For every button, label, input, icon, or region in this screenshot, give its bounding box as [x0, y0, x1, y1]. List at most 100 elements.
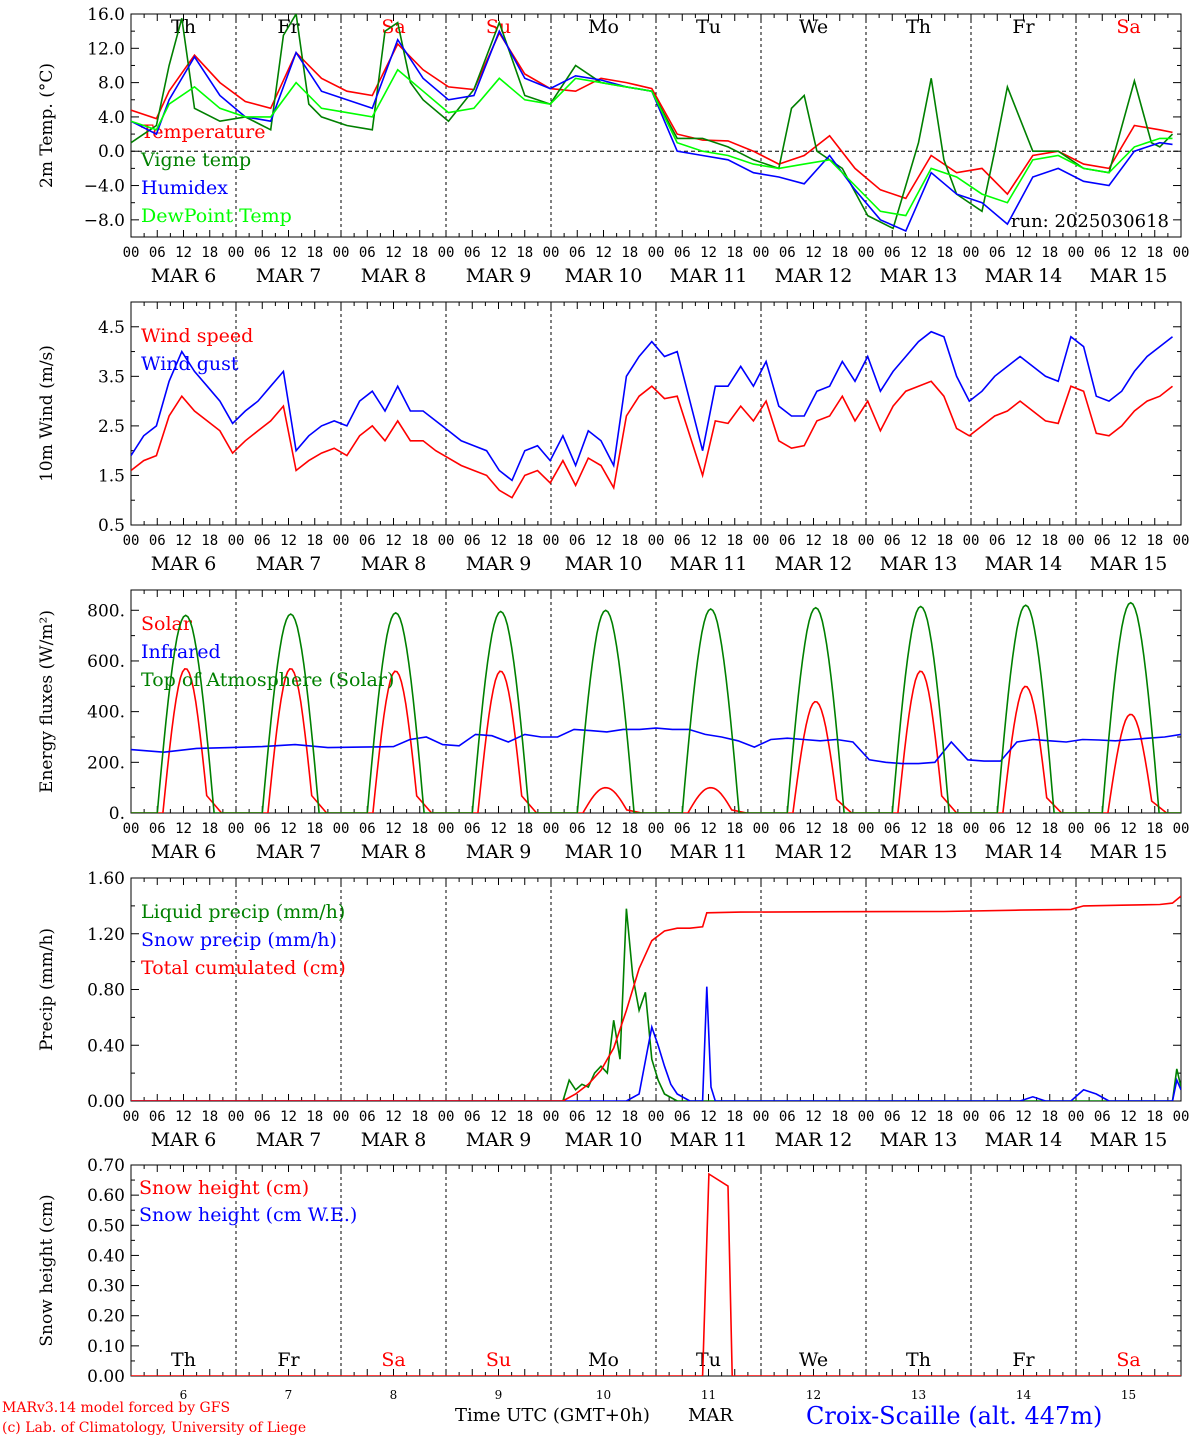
date-label: MAR 11 [670, 841, 748, 863]
hour-tick-label: 12 [490, 1109, 507, 1125]
hour-tick-label: 06 [254, 245, 271, 261]
date-label: MAR 9 [466, 265, 532, 287]
y-tick-label: 4.5 [98, 318, 125, 338]
hour-tick-label: 06 [569, 1109, 586, 1125]
legend-entry: Vigne temp [140, 149, 251, 171]
day-of-week-label: Su [486, 16, 511, 38]
hour-tick-label: 12 [595, 533, 612, 549]
date-label: MAR 8 [361, 265, 427, 287]
y-tick-label: 0.0 [98, 142, 125, 162]
hour-tick-label: 18 [201, 1109, 218, 1125]
legend-entry: Wind gust [141, 353, 239, 375]
y-tick-label: 0.10 [87, 1337, 125, 1357]
hour-tick-label: 12 [910, 1109, 927, 1125]
hour-tick-label: 12 [490, 245, 507, 261]
hour-tick-label: 18 [621, 533, 638, 549]
y-tick-label: 1.5 [98, 466, 125, 486]
hour-tick-label: 12 [490, 533, 507, 549]
legend-entry: Snow height (cm W.E.) [139, 1204, 357, 1226]
hour-tick-label: 00 [333, 533, 350, 549]
legend-entry: Snow height (cm) [139, 1177, 309, 1199]
date-label: MAR 6 [151, 1129, 217, 1151]
date-label: MAR 13 [880, 265, 958, 287]
hour-tick-label: 18 [1146, 533, 1163, 549]
hour-tick-label: 06 [1094, 533, 1111, 549]
hour-tick-label: 18 [516, 245, 533, 261]
hour-tick-label: 00 [858, 1109, 875, 1125]
series-line-2-0 [131, 667, 1181, 813]
date-label: MAR 9 [466, 1129, 532, 1151]
y-tick-label: 0.40 [87, 1036, 125, 1056]
x-axis-month: MAR [688, 1405, 733, 1426]
hour-tick-label: 18 [306, 821, 323, 837]
hour-tick-label: 00 [753, 1109, 770, 1125]
y-tick-label: −4.0 [84, 177, 125, 197]
hour-tick-label: 06 [464, 821, 481, 837]
date-label: MAR 12 [775, 265, 853, 287]
day-number-label: 14 [1016, 1388, 1032, 1402]
date-label: MAR 14 [985, 553, 1063, 575]
series-line-3-1 [131, 986, 1181, 1101]
hour-tick-label: 18 [726, 533, 743, 549]
hour-tick-label: 00 [1173, 821, 1190, 837]
y-tick-label: 8.0 [98, 74, 125, 94]
hour-tick-label: 00 [333, 245, 350, 261]
hour-tick-label: 18 [306, 1109, 323, 1125]
hour-tick-label: 06 [359, 533, 376, 549]
hour-tick-label: 06 [674, 1109, 691, 1125]
series-line-3-2 [131, 895, 1181, 1101]
y-tick-label: 2.5 [98, 417, 125, 437]
hour-tick-label: 06 [254, 821, 271, 837]
hour-tick-label: 00 [1173, 245, 1190, 261]
hour-tick-label: 12 [1120, 821, 1137, 837]
hour-tick-label: 18 [936, 245, 953, 261]
y-tick-label: 0. [109, 804, 125, 824]
y-tick-label: 0.30 [87, 1277, 125, 1297]
hour-tick-label: 12 [805, 245, 822, 261]
hour-tick-label: 12 [700, 1109, 717, 1125]
hour-tick-label: 00 [333, 821, 350, 837]
legend-entry: Snow precip (mm/h) [141, 929, 337, 951]
day-number-label: 7 [285, 1388, 293, 1402]
hour-tick-label: 00 [1068, 533, 1085, 549]
series-line-4-0 [131, 1172, 1181, 1376]
hour-tick-label: 12 [280, 533, 297, 549]
date-label: MAR 8 [361, 553, 427, 575]
hour-tick-label: 18 [831, 533, 848, 549]
date-label: MAR 15 [1090, 841, 1168, 863]
hour-tick-label: 00 [438, 821, 455, 837]
hour-tick-label: 12 [910, 821, 927, 837]
hour-tick-label: 18 [831, 1109, 848, 1125]
day-of-week-label: Fr [1012, 1349, 1035, 1371]
hour-tick-label: 06 [1094, 245, 1111, 261]
legend-entry: DewPoint Temp [141, 205, 292, 227]
hour-tick-label: 18 [306, 533, 323, 549]
hour-tick-label: 12 [595, 1109, 612, 1125]
day-of-week-label: Sa [1116, 16, 1140, 38]
hour-tick-label: 18 [621, 245, 638, 261]
hour-tick-label: 12 [910, 245, 927, 261]
date-label: MAR 14 [985, 1129, 1063, 1151]
legend-entry: Liquid precip (mm/h) [141, 901, 345, 923]
series-line-0-0 [131, 31, 1173, 200]
y-axis-label: 2m Temp. (°C) [37, 63, 57, 188]
hour-tick-label: 12 [805, 821, 822, 837]
date-label: MAR 8 [361, 1129, 427, 1151]
date-label: MAR 14 [985, 841, 1063, 863]
x-axis-label: Time UTC (GMT+0h) [455, 1405, 650, 1426]
y-axis-label: Energy fluxes (W/m²) [37, 610, 57, 793]
station-title: Croix-Scaille (alt. 447m) [806, 1402, 1103, 1430]
date-label: MAR 8 [361, 841, 427, 863]
day-number-label: 8 [390, 1388, 398, 1402]
hour-tick-label: 12 [280, 821, 297, 837]
hour-tick-label: 00 [438, 1109, 455, 1125]
hour-tick-label: 00 [123, 821, 140, 837]
hour-tick-label: 18 [516, 821, 533, 837]
hour-tick-label: 18 [1146, 245, 1163, 261]
hour-tick-label: 00 [1068, 821, 1085, 837]
date-label: MAR 14 [985, 265, 1063, 287]
hour-tick-label: 18 [516, 533, 533, 549]
day-of-week-label: Sa [381, 1349, 405, 1371]
hour-tick-label: 18 [936, 821, 953, 837]
date-label: MAR 11 [670, 553, 748, 575]
